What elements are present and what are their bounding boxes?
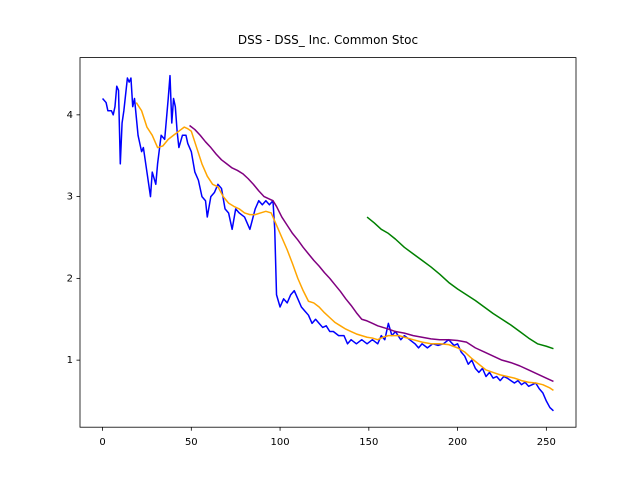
series-line <box>189 124 554 383</box>
y-tick-label: 3 <box>67 192 73 203</box>
series-line <box>135 102 554 392</box>
x-tick-label: 0 <box>99 437 105 448</box>
y-tick-label: 2 <box>67 273 73 284</box>
x-tick-label: 100 <box>271 437 290 448</box>
x-tick-label: 50 <box>185 437 198 448</box>
x-tick-label: 150 <box>359 437 378 448</box>
x-tick-label: 200 <box>448 437 467 448</box>
y-tick-label: 4 <box>67 110 73 121</box>
y-tick-label: 1 <box>67 355 73 366</box>
series-line <box>101 74 554 412</box>
series-line <box>366 216 554 350</box>
x-tick-label: 250 <box>537 437 556 448</box>
chart-title: DSS - DSS_ Inc. Common Stoc <box>238 33 418 47</box>
plot-frame <box>79 57 577 428</box>
